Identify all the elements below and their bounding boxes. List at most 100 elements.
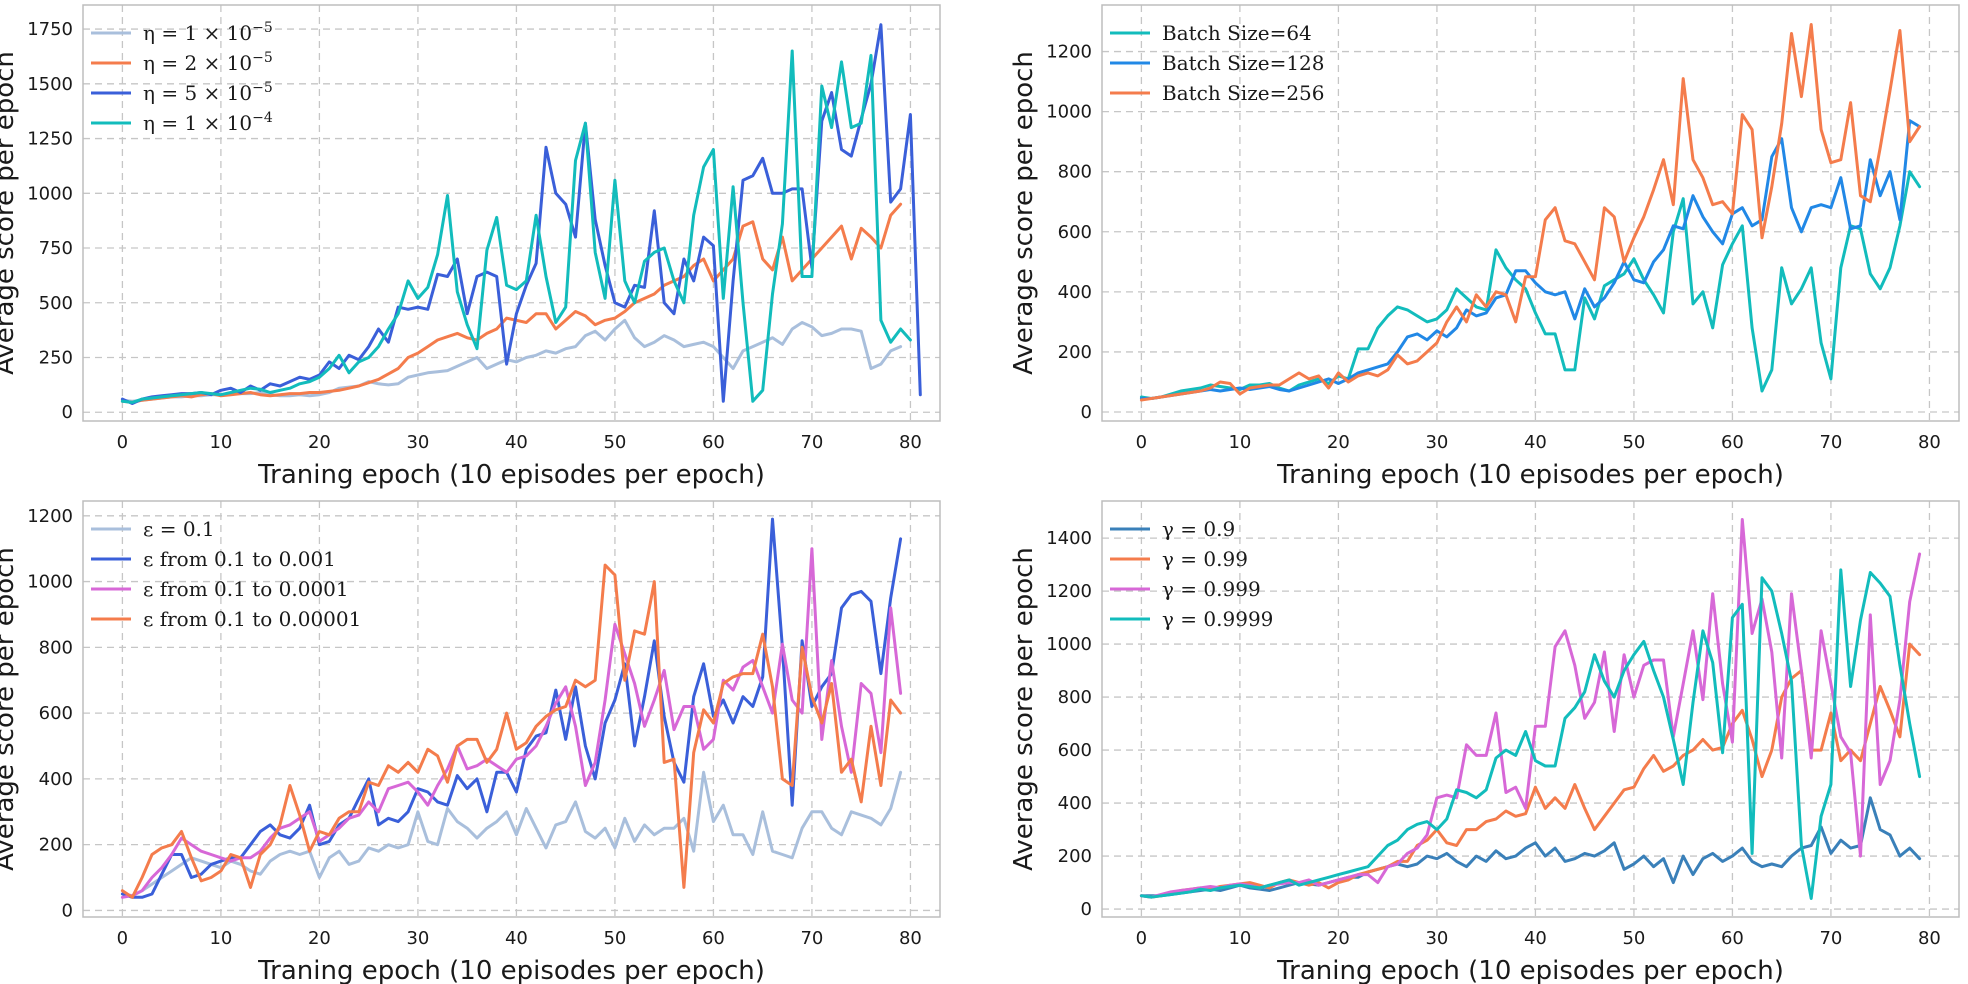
series-line-4 [1139,568,1922,900]
x-tick-label: 30 [406,928,429,949]
x-tick-label: 40 [505,928,528,949]
x-tick-label: 80 [1918,432,1941,453]
legend: η = 1 × 10−5 η = 2 × 10−5 η = 5 × 10−5 η = … [91,20,273,135]
y-axis-label: Average score per epoch [1009,51,1039,375]
legend-label: η = 1 × 10−5 [143,20,273,45]
y-tick-label: 1500 [27,74,73,95]
y-tick-label: 800 [39,637,73,658]
legend-label: ε = 0.1 [143,517,215,541]
x-axis-label: Traning epoch (10 episodes per epoch) [1276,956,1784,984]
x-tick-label: 30 [406,432,429,453]
y-tick-label: 1750 [27,19,73,40]
legend: Batch Size=64 Batch Size=128 Batch Size=25… [1110,21,1325,105]
y-tick-label: 1200 [1046,42,1092,63]
series-line-2 [1139,642,1922,899]
x-tick-label: 80 [899,432,922,453]
x-tick-label: 60 [702,432,725,453]
legend-label: γ = 0.99 [1162,547,1248,571]
x-tick-label: 20 [1327,928,1350,949]
plot-area [83,5,940,421]
y-tick-label: 200 [1058,846,1092,867]
legend-label: η = 2 × 10−5 [143,50,273,75]
x-tick-label: 0 [117,432,128,453]
y-tick-label: 750 [39,238,73,259]
x-axis-label: Traning epoch (10 episodes per epoch) [257,956,765,984]
y-tick-label: 0 [1081,899,1092,920]
y-tick-label: 1000 [27,572,73,593]
y-tick-label: 200 [1058,342,1092,363]
y-tick-label: 800 [1058,687,1092,708]
x-tick-label: 10 [209,928,232,949]
x-tick-label: 10 [1228,432,1251,453]
y-tick-label: 800 [1058,162,1092,183]
series-line-3 [120,547,903,899]
x-tick-label: 0 [1136,928,1147,949]
x-tick-label: 10 [1228,928,1251,949]
series-line-1 [120,770,903,898]
chart-3: 0 10 20 30 40 50 60 70 80020040060080010001200Tr… [0,500,941,984]
series-line-2 [120,202,903,404]
legend-label: γ = 0.9999 [1162,607,1273,631]
x-tick-label: 60 [1721,928,1744,949]
y-tick-label: 1400 [1046,528,1092,549]
y-tick-label: 1000 [1046,102,1092,123]
x-tick-label: 80 [1918,928,1941,949]
plot-frame [82,4,941,422]
series-line-4 [120,49,912,404]
series-line-3 [1139,23,1922,402]
y-tick-label: 400 [1058,793,1092,814]
y-tick-label: 0 [62,402,73,423]
x-tick-label: 70 [800,928,823,949]
x-tick-label: 40 [505,432,528,453]
chart-2: 0 10 20 30 40 50 60 70 80020040060080010001200Tr… [1009,4,1960,490]
chart-1: 0 10 20 30 40 50 60 70 80 0 250 500 750 1000 1250 1500 1… [0,4,941,490]
x-tick-label: 20 [1327,432,1350,453]
x-tick-label: 60 [1721,432,1744,453]
x-tick-label: 50 [1622,432,1645,453]
y-tick-label: 500 [39,293,73,314]
y-tick-label: 600 [1058,222,1092,243]
legend-label: ε from 0.1 to 0.001 [143,547,336,571]
y-axis-label: Average score per epoch [1009,547,1039,871]
x-tick-label: 30 [1425,432,1448,453]
plot-frame [1101,4,1960,422]
series-line-4 [120,563,903,899]
y-tick-label: 1200 [1046,581,1092,602]
legend: ε = 0.1 ε from 0.1 to 0.001 ε from 0.1 to … [91,517,361,631]
x-tick-label: 80 [899,928,922,949]
x-tick-label: 50 [603,432,626,453]
x-axis-label: Traning epoch (10 episodes per epoch) [1276,460,1784,490]
y-tick-label: 200 [39,835,73,856]
plot-frame [1101,500,1960,918]
legend-label: Batch Size=128 [1162,51,1325,75]
y-tick-label: 400 [1058,282,1092,303]
chart-4: 0 10 20 30 40 50 60 70 8002004006008001000120014… [1009,500,1960,984]
x-tick-label: 10 [209,432,232,453]
x-tick-label: 50 [1622,928,1645,949]
x-tick-label: 40 [1524,928,1547,949]
y-tick-label: 600 [1058,740,1092,761]
x-tick-label: 40 [1524,432,1547,453]
x-tick-label: 20 [308,432,331,453]
series-line-1 [1139,796,1922,898]
legend-label: ε from 0.1 to 0.0001 [143,577,349,601]
x-axis-label: Traning epoch (10 episodes per epoch) [257,460,765,490]
legend-label: Batch Size=64 [1162,21,1312,45]
plot-frame [82,500,941,918]
y-axis-label: Average score per epoch [0,547,20,871]
legend-label: γ = 0.9 [1162,517,1235,541]
y-tick-label: 1000 [1046,634,1092,655]
x-tick-label: 30 [1425,928,1448,949]
y-tick-label: 250 [39,348,73,369]
x-tick-label: 70 [1819,928,1842,949]
legend-label: η = 5 × 10−5 [143,80,273,105]
y-tick-label: 1250 [27,129,73,150]
x-tick-label: 60 [702,928,725,949]
x-tick-label: 0 [1136,432,1147,453]
legend-label: ε from 0.1 to 0.00001 [143,607,361,631]
y-tick-label: 600 [39,703,73,724]
legend-label: Batch Size=256 [1162,81,1325,105]
y-tick-label: 1000 [27,183,73,204]
legend: γ = 0.9 γ = 0.99 γ = 0.999 γ = 0.9999 [1110,517,1273,631]
